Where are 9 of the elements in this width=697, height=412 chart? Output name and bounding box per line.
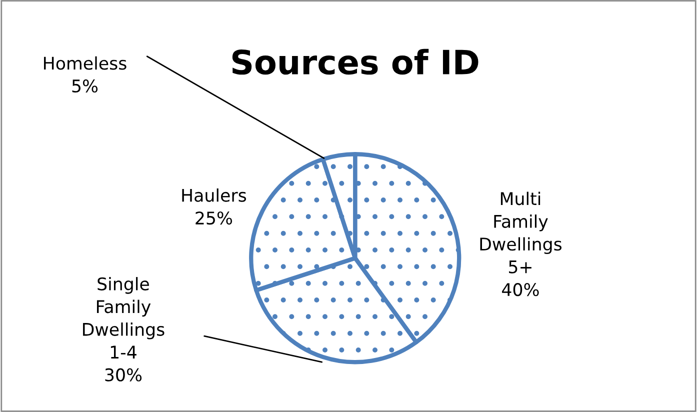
data-label: 40% <box>502 283 539 296</box>
data-label: 25% <box>196 211 232 225</box>
slice-label: Single Family Dwellings 1-4 <box>83 277 164 358</box>
data-label: 5% <box>72 79 98 93</box>
slice-label: Homeless <box>44 56 126 70</box>
slice-label: Multi Family Dwellings 5+ <box>480 192 562 274</box>
slice-label: Haulers <box>182 188 246 202</box>
chart-title: Sources of ID <box>232 48 478 75</box>
data-label: 30% <box>105 368 142 382</box>
